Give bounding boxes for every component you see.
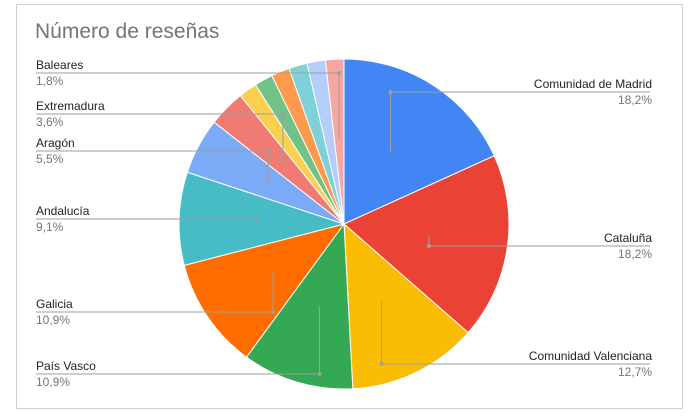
slice-label-andalucia: Andalucía xyxy=(36,204,90,218)
slice-percent-extremadura: 3,6% xyxy=(36,115,64,129)
leader-dot-extremadura xyxy=(280,112,285,116)
pie-slice-comunidad-valenciana xyxy=(343,222,469,390)
slice-label-comunidad-de-madrid: Comunidad de Madrid xyxy=(534,77,652,91)
slice-percent-cataluna: 18,2% xyxy=(618,247,652,261)
leader-dot-baleares xyxy=(337,71,342,75)
slice-percent-andalucia: 9,1% xyxy=(36,220,64,234)
leader-dot-galicia xyxy=(270,310,275,314)
leader-dot-aragon xyxy=(266,149,271,153)
slice-label-pais-vasco: País Vasco xyxy=(36,359,96,373)
slice-label-aragon: Aragón xyxy=(36,136,75,150)
pie-slices xyxy=(178,58,510,390)
chart-title: Número de reseñas xyxy=(35,20,220,43)
pie-slice-galicia xyxy=(183,223,346,358)
pie-slice-comunidad-de-madrid xyxy=(343,58,495,225)
leader-dot-pais-vasco xyxy=(317,372,322,376)
slice-percent-galicia: 10,9% xyxy=(36,313,70,327)
slice-label-galicia: Galicia xyxy=(36,297,73,311)
slice-percent-baleares: 1,8% xyxy=(36,74,64,88)
leader-dot-comunidad-de-madrid xyxy=(388,90,393,94)
slice-percent-comunidad-de-madrid: 18,2% xyxy=(618,93,652,107)
slice-label-comunidad-valenciana: Comunidad Valenciana xyxy=(529,349,653,363)
slice-label-cataluna: Cataluña xyxy=(604,231,652,245)
slice-label-baleares: Baleares xyxy=(36,58,83,72)
slice-percent-aragon: 5,5% xyxy=(36,152,64,166)
pie-slice-pais-vasco xyxy=(245,222,354,390)
pie-labels: Comunidad de Madrid 18,2% Cataluña 18,2% Com… xyxy=(36,58,652,389)
leader-dot-andalucia xyxy=(256,217,261,221)
pie-slice-cataluna xyxy=(343,155,510,334)
slice-percent-comunidad-valenciana: 12,7% xyxy=(618,365,652,379)
leader-dot-cataluna xyxy=(426,244,431,248)
slice-label-extremadura: Extremadura xyxy=(36,99,105,113)
leader-dot-comunidad-valenciana xyxy=(379,362,384,366)
slice-percent-pais-vasco: 10,9% xyxy=(36,375,70,389)
